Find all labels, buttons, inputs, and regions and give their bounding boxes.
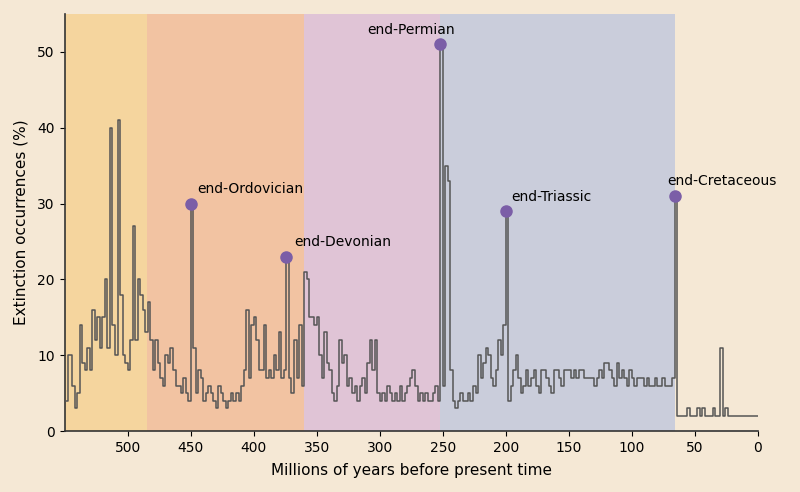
Bar xyxy=(440,14,674,431)
Y-axis label: Extinction occurrences (%): Extinction occurrences (%) xyxy=(14,120,29,325)
Text: end-Permian: end-Permian xyxy=(367,23,454,36)
Bar xyxy=(146,14,304,431)
Bar xyxy=(65,14,146,431)
Bar xyxy=(304,14,440,431)
Text: end-Devonian: end-Devonian xyxy=(294,235,391,249)
Text: end-Ordovician: end-Ordovician xyxy=(197,182,303,196)
X-axis label: Millions of years before present time: Millions of years before present time xyxy=(270,463,552,478)
Text: end-Triassic: end-Triassic xyxy=(511,189,591,204)
Text: end-Cretaceous: end-Cretaceous xyxy=(667,174,777,188)
